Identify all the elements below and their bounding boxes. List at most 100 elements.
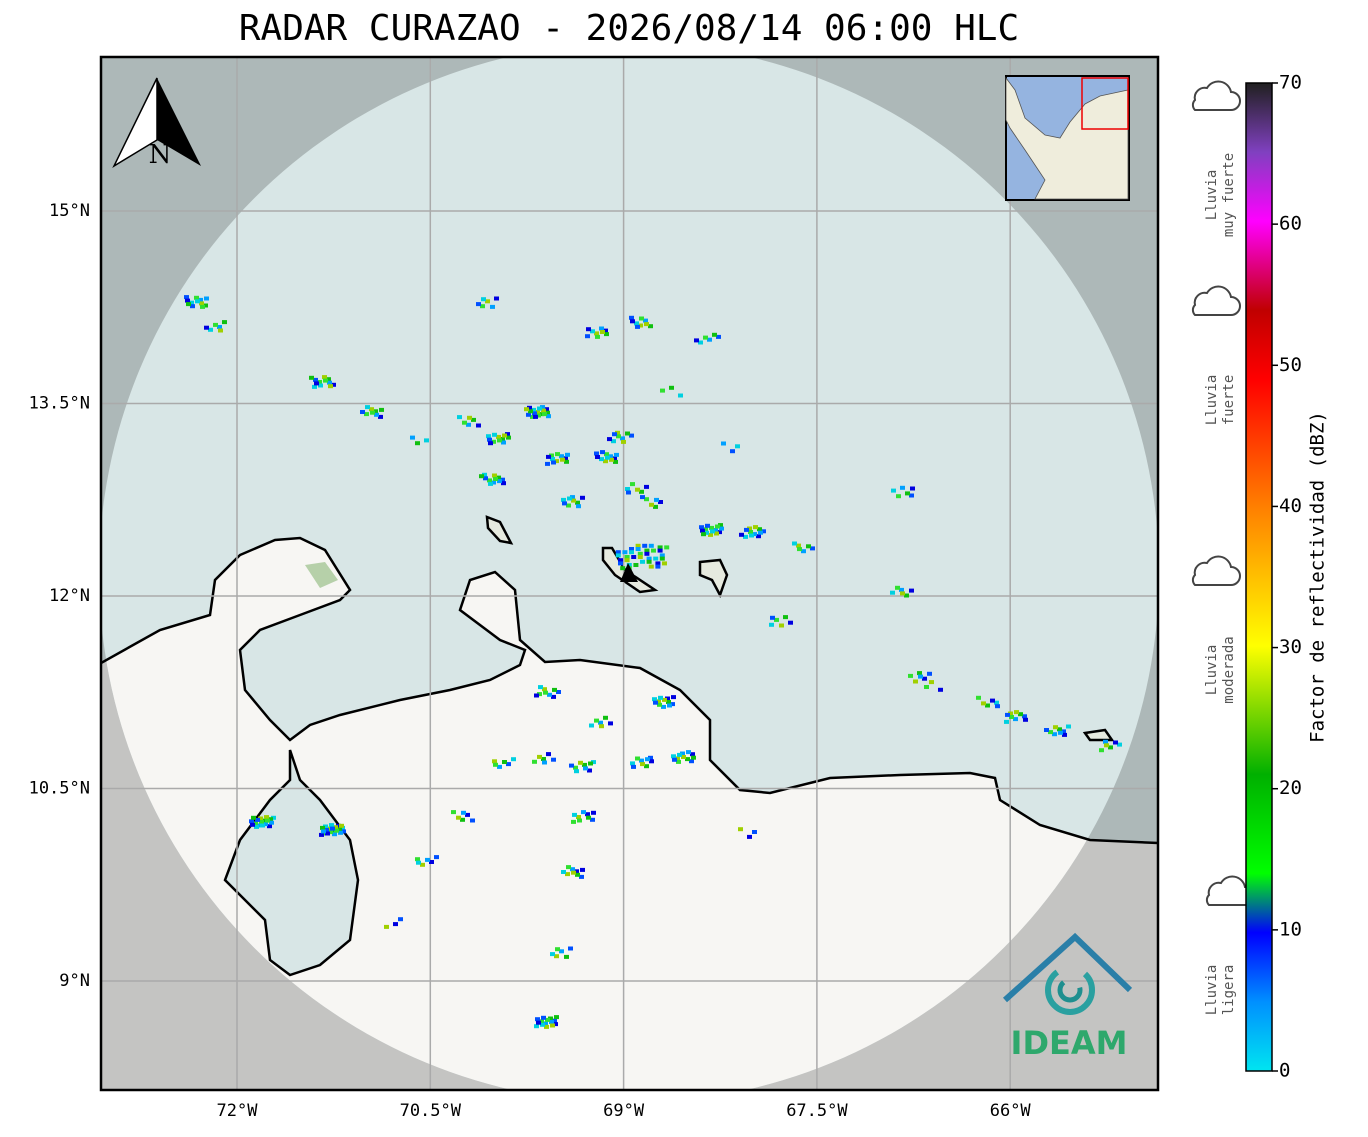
echo	[217, 325, 222, 329]
echo	[534, 1024, 539, 1029]
echo	[611, 439, 616, 444]
echo	[314, 381, 319, 386]
echo	[594, 718, 599, 723]
echo	[667, 703, 672, 708]
echo	[398, 917, 403, 922]
echo	[715, 524, 720, 529]
echo	[208, 327, 213, 332]
echo	[918, 674, 923, 679]
echo	[539, 1019, 544, 1024]
echo	[576, 504, 581, 509]
echo	[322, 831, 327, 836]
echo	[573, 765, 578, 770]
echo	[204, 296, 209, 301]
echo	[535, 410, 540, 414]
echo	[648, 564, 654, 569]
echo	[758, 530, 763, 535]
echo	[633, 563, 639, 567]
echo	[587, 768, 592, 773]
echo	[748, 530, 753, 534]
echo	[595, 334, 600, 339]
echo	[635, 487, 640, 492]
echo	[625, 487, 630, 491]
echo	[530, 414, 535, 419]
echo	[544, 407, 549, 412]
colorbar-tick-label: 50	[1279, 354, 1302, 376]
echo	[542, 760, 547, 765]
echo	[1066, 724, 1071, 729]
echo	[456, 815, 461, 820]
echo	[548, 1016, 553, 1021]
echo	[1062, 732, 1067, 737]
echo	[378, 414, 383, 419]
echo	[329, 823, 334, 828]
echo	[716, 334, 721, 339]
echo	[384, 924, 389, 929]
colorbar-label: Factor de reflectividad (dBZ)	[1307, 411, 1329, 743]
echo	[994, 700, 999, 705]
lat-label: 12°N	[49, 586, 90, 606]
echo	[599, 457, 604, 462]
echo	[747, 834, 752, 839]
echo	[752, 532, 757, 537]
echo	[594, 451, 599, 456]
echo	[660, 388, 665, 393]
echo	[574, 869, 579, 874]
echo	[531, 407, 536, 412]
echo	[552, 687, 557, 692]
echo	[739, 532, 744, 537]
echo	[538, 685, 543, 690]
echo	[257, 823, 262, 828]
echo	[331, 382, 336, 387]
echo	[656, 699, 661, 704]
echo	[712, 332, 717, 337]
echo	[579, 874, 584, 879]
echo	[598, 720, 603, 725]
echo	[534, 693, 539, 698]
echo	[927, 671, 932, 676]
echo	[323, 378, 328, 383]
echo	[552, 1018, 557, 1023]
echo	[629, 315, 634, 320]
echo	[643, 318, 648, 323]
echo	[708, 532, 713, 537]
echo	[589, 723, 594, 728]
echo	[618, 558, 623, 563]
echo	[480, 304, 485, 309]
echo	[487, 437, 492, 442]
echo	[700, 528, 705, 533]
echo	[761, 529, 766, 534]
echo	[549, 1020, 554, 1024]
echo	[910, 486, 915, 491]
echo	[620, 566, 626, 571]
echo	[199, 301, 204, 306]
echo	[471, 417, 476, 422]
echo	[806, 544, 811, 549]
echo	[900, 591, 905, 596]
echo	[709, 525, 714, 530]
echo	[581, 810, 586, 815]
echo	[544, 1024, 549, 1029]
echo	[267, 824, 272, 829]
echo	[583, 766, 588, 771]
echo	[909, 493, 914, 498]
lat-label: 10.5°N	[29, 779, 90, 799]
echo	[990, 698, 995, 703]
echo	[810, 546, 815, 551]
echo	[553, 1022, 558, 1027]
echo	[670, 702, 675, 707]
echo	[1061, 729, 1066, 734]
echo	[476, 423, 481, 428]
echo	[801, 549, 806, 554]
echo	[646, 556, 652, 561]
echo	[415, 857, 420, 862]
echo	[321, 829, 326, 834]
echo	[339, 823, 344, 828]
echo	[259, 820, 264, 824]
echo	[309, 375, 314, 380]
echo	[613, 459, 618, 464]
echo	[648, 324, 653, 329]
legend-label: moderada	[1221, 636, 1237, 703]
echo	[524, 407, 529, 412]
